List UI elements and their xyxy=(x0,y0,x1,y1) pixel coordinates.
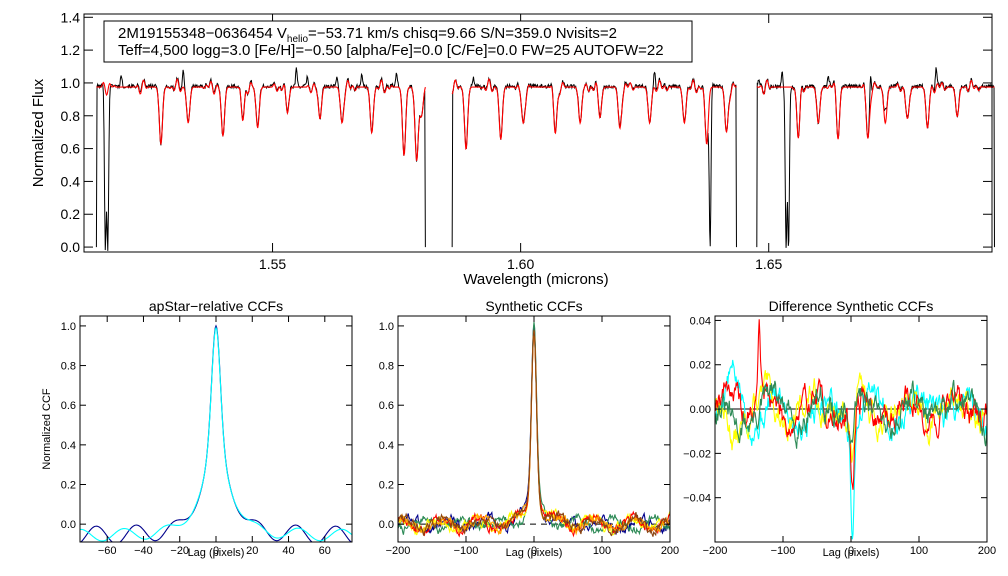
y-tick-label-4: 0.04 xyxy=(690,315,711,327)
x-tick-label-2: 0 xyxy=(848,545,854,557)
difference-ccf-title: Difference Synthetic CCFs xyxy=(769,298,934,314)
apstar-ccf-curves xyxy=(79,324,353,543)
synthetic-ccf-frame xyxy=(397,315,671,543)
info-line-1-prefix: 2M19155348−0636454 V xyxy=(118,25,287,42)
spectrum-ylabel: Normalized Flux xyxy=(30,78,47,187)
x-tick-label-1: −100 xyxy=(771,545,796,557)
info-line-1: 2M19155348−0636454 Vhelio=−53.71 km/s ch… xyxy=(118,25,617,45)
x-tick-label-4: 200 xyxy=(978,545,996,557)
y-tick-label-4: 0.8 xyxy=(61,361,76,373)
x-tick-label-3: 0 xyxy=(213,545,219,557)
y-tick-label-1: 0.2 xyxy=(61,206,81,222)
info-line-1-rest: =−53.71 km/s chisq=9.66 S/N=359.0 Nvisit… xyxy=(308,25,617,42)
apstar_ccf-series-1 xyxy=(80,324,352,543)
x-tick-label-0: 1.55 xyxy=(259,256,286,272)
synthetic_ccf-series-5 xyxy=(397,330,671,536)
x-tick-label-0: −60 xyxy=(98,545,117,557)
synthetic_ccf-series-2 xyxy=(397,321,671,536)
y-tick-label-3: 0.6 xyxy=(379,400,394,412)
x-tick-label-1: 1.60 xyxy=(507,256,534,272)
info-line-2: Teff=4,500 logg=3.0 [Fe/H]=−0.50 [alpha/… xyxy=(118,42,664,59)
x-tick-label-3: 100 xyxy=(593,545,611,557)
apstar-ccf-ylabel: Normalized CCF xyxy=(41,388,53,470)
x-tick-label-2: −20 xyxy=(170,545,189,557)
difference_ccf-series-2 xyxy=(714,370,988,463)
x-tick-label-5: 40 xyxy=(282,545,294,557)
apstar_ccf-series-2 xyxy=(79,326,353,542)
y-tick-label-3: 0.6 xyxy=(61,141,81,157)
y-tick-label-4: 0.8 xyxy=(61,108,81,124)
apstar-ccf-xlabel: Lag (pixels) xyxy=(188,547,245,559)
y-tick-label-2: 0.4 xyxy=(61,173,81,189)
difference-ccf-panel: Difference Synthetic CCFs −200 −100 0 100 20… xyxy=(683,298,996,559)
difference-ccf-xlabel: Lag (pixels) xyxy=(823,547,880,559)
x-tick-label-2: 1.65 xyxy=(755,256,782,272)
spectrum-model-chip-3 xyxy=(756,79,995,140)
difference-ccf-curves xyxy=(714,319,988,540)
y-tick-label-7: 1.4 xyxy=(61,9,81,25)
synthetic-ccf-title: Synthetic CCFs xyxy=(485,298,582,314)
y-tick-label-0: 0.0 xyxy=(379,519,394,531)
spectrum-model-chip-1 xyxy=(96,78,426,161)
synthetic-ccf-panel: Synthetic CCFs −200 −100 0 100 200 0.0 0.2 0.4 0… xyxy=(379,298,679,559)
y-tick-label-3: 0.6 xyxy=(61,400,76,412)
x-tick-label-1: −40 xyxy=(134,545,153,557)
spectrum-xlabel: Wavelength (microns) xyxy=(463,271,608,288)
y-tick-label-5: 1.0 xyxy=(61,75,81,91)
y-tick-label-2: 0.4 xyxy=(379,440,394,452)
x-tick-label-4: 20 xyxy=(246,545,258,557)
x-tick-label-1: −100 xyxy=(454,545,479,557)
difference-ccf-ticks: −200 −100 0 100 200 −0.04 −0.02 0.00 0.02 0.04 xyxy=(683,315,996,557)
spectrum-model-chip-2 xyxy=(451,78,737,151)
spectrum-observed-chip-3 xyxy=(756,67,995,248)
synthetic_ccf-series-1 xyxy=(397,325,671,536)
y-tick-label-2: 0.00 xyxy=(690,404,711,416)
x-tick-label-4: 200 xyxy=(661,545,679,557)
apstar-ccf-panel: apStar−relative CCFs −60 −40 −20 0 20 40 60 0.0… xyxy=(41,298,353,559)
x-tick-label-0: −200 xyxy=(386,545,411,557)
y-tick-label-5: 1.0 xyxy=(61,321,76,333)
synthetic-ccf-xlabel: Lag (pixels) xyxy=(506,547,563,559)
y-tick-label-3: 0.02 xyxy=(690,360,711,372)
y-tick-label-0: 0.0 xyxy=(61,239,81,255)
y-tick-label-1: 0.2 xyxy=(61,480,76,492)
synthetic_ccf-series-6 xyxy=(397,329,671,537)
difference_ccf-series-4 xyxy=(714,379,988,449)
x-tick-label-6: 60 xyxy=(319,545,331,557)
apstar-ccf-ticks: −60 −40 −20 0 20 40 60 0.0 0.2 0.4 0.6 0.8 1.0 xyxy=(61,316,352,557)
x-tick-label-0: −200 xyxy=(703,545,728,557)
x-tick-label-3: 100 xyxy=(910,545,928,557)
synthetic-ccf-ticks: −200 −100 0 100 200 0.0 0.2 0.4 0.6 0.8 1.0 xyxy=(379,316,679,557)
y-tick-label-0: 0.0 xyxy=(61,519,76,531)
spectrum-plot-frame xyxy=(83,13,993,253)
synthetic_ccf-series-4 xyxy=(397,331,671,538)
info-line-1-subscript: helio xyxy=(287,34,309,45)
y-tick-label-6: 1.2 xyxy=(61,42,81,58)
synthetic-ccf-curves xyxy=(397,321,671,538)
spectrum-panel: 1.55 1.60 1.65 0.0 0.2 0.4 0.6 0.8 1.0 1.2 1.4 2M1… xyxy=(30,9,995,288)
y-tick-label-5: 1.0 xyxy=(379,321,394,333)
y-tick-label-1: −0.02 xyxy=(683,448,711,460)
apstar-ccf-frame xyxy=(79,315,353,543)
synthetic_ccf-series-3 xyxy=(397,331,671,536)
info-box xyxy=(103,20,693,63)
difference_ccf-series-3 xyxy=(714,319,988,490)
spectrum-ticks: 1.55 1.60 1.65 0.0 0.2 0.4 0.6 0.8 1.0 1.2 1.4 xyxy=(61,9,992,272)
spectrum-curves xyxy=(95,67,995,251)
spectrum-observed-chip-2 xyxy=(451,71,737,248)
x-tick-label-2: 0 xyxy=(531,545,537,557)
y-tick-label-4: 0.8 xyxy=(379,361,394,373)
y-tick-label-2: 0.4 xyxy=(61,440,76,452)
y-tick-label-1: 0.2 xyxy=(379,480,394,492)
y-tick-label-0: −0.04 xyxy=(683,493,711,505)
apstar-ccf-title: apStar−relative CCFs xyxy=(149,298,283,314)
